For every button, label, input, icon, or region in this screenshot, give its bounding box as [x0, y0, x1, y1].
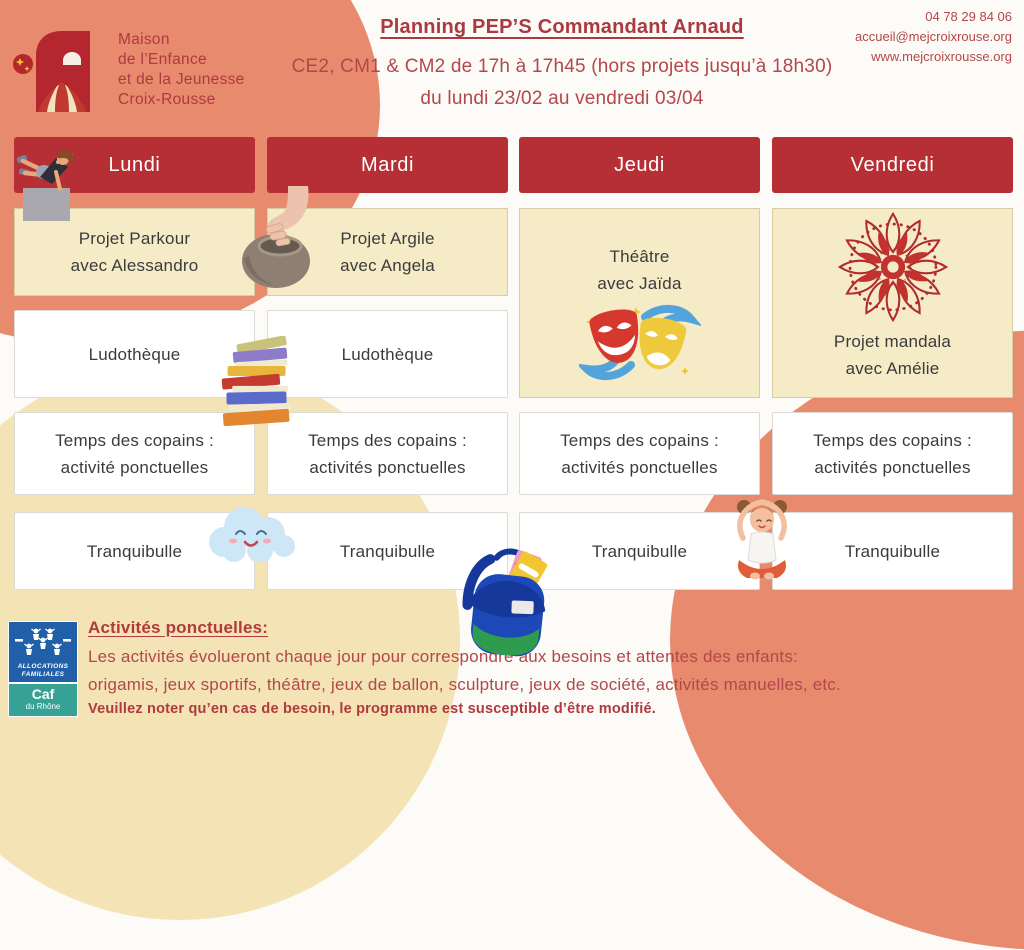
clay-pottery-icon — [236, 186, 322, 297]
cell-mardi-temps-des-copains: Temps des copains : activités ponctuelle… — [267, 412, 508, 495]
caf-logo: ALLOCATIONS FAMILIALES Caf du Rhône — [8, 621, 78, 717]
cell-text: Ludothèque — [88, 344, 181, 364]
cell-jeudi-temps-des-copains: Temps des copains : activités ponctuelle… — [519, 412, 760, 495]
footer-activities-block: Activités ponctuelles: Les activités évo… — [88, 618, 928, 717]
cell-jeudi-theatre: Théâtre avec Jaïda — [519, 208, 760, 398]
caf-allocations-label: ALLOCATIONS — [17, 663, 69, 670]
mej-logo-line2: de l’Enfance — [118, 51, 207, 68]
contact-phone: 04 78 29 84 06 — [925, 9, 1012, 24]
caf-logo-blue-panel: ALLOCATIONS FAMILIALES — [9, 622, 77, 684]
contact-block: 04 78 29 84 06 accueil@mejcroixrouse.org… — [855, 7, 1012, 67]
day-label: Jeudi — [614, 153, 665, 176]
cell-mardi-ludotheque: Ludothèque — [267, 310, 508, 398]
yoga-girl-icon — [731, 498, 793, 595]
day-header-mardi: Mardi — [267, 137, 508, 193]
day-header-jeudi: Jeudi — [519, 137, 760, 193]
cell-lundi-ludotheque: Ludothèque — [14, 310, 255, 398]
contact-email: accueil@mejcroixrouse.org — [855, 29, 1012, 44]
cell-mardi-tranquibulle: Tranquibulle — [267, 512, 508, 590]
footer-note: Veuillez noter qu’en cas de besoin, le p… — [88, 701, 656, 717]
contact-website: www.mejcroixrousse.org — [871, 49, 1012, 64]
day-header-vendredi: Vendredi — [772, 137, 1013, 193]
books-stack-icon — [208, 335, 304, 437]
cell-lundi-temps-des-copains: Temps des copains : activité ponctuelles — [14, 412, 255, 495]
cell-jeudi-tranquibulle: Tranquibulle — [519, 512, 760, 590]
sleepy-cloud-icon — [202, 500, 296, 567]
subtitle-dates: du lundi 23/02 au vendredi 03/04 — [420, 88, 704, 109]
cell-vendredi-temps-des-copains: Temps des copains : activités ponctuelle… — [772, 412, 1013, 495]
mej-logo: Maison de l’Enfance et de la Jeunesse Cr… — [12, 24, 245, 123]
caf-name: Caf — [31, 686, 55, 702]
parkour-icon — [16, 146, 78, 229]
mandala-icon — [837, 211, 949, 328]
mej-logo-icon — [12, 24, 108, 123]
cell-text: Temps des copains : activités ponctuelle… — [560, 430, 719, 477]
footer-line1: Les activités évolueront chaque jour pou… — [88, 647, 798, 666]
cell-text: Tranquibulle — [339, 541, 436, 561]
cell-lundi-projet: Projet Parkour avec Alessandro — [14, 208, 255, 296]
cell-vendredi-tranquibulle: Tranquibulle — [772, 512, 1013, 590]
caf-logo-teal-panel: Caf du Rhône — [9, 684, 77, 716]
cell-text: Tranquibulle — [86, 541, 183, 561]
day-label: Lundi — [108, 153, 161, 176]
mej-logo-line4: Croix-Rousse — [118, 91, 216, 108]
cell-text: Temps des copains : activité ponctuelles — [55, 430, 214, 477]
cell-text: Temps des copains : activités ponctuelle… — [813, 430, 972, 477]
cell-vendredi-mandala: Projet mandala avec Amélie — [772, 208, 1013, 398]
page-title: Planning PEP’S Commandant Arnaud — [380, 16, 744, 38]
caf-figures-icon — [15, 628, 71, 655]
backpack-icon — [452, 543, 560, 666]
subtitle-schedule: CE2, CM1 & CM2 de 17h à 17h45 (hors proj… — [291, 56, 833, 77]
cell-text: Projet Parkour avec Alessandro — [70, 229, 199, 275]
theatre-masks-icon — [575, 301, 702, 392]
cell-text: Tranquibulle — [844, 541, 941, 561]
caf-region: du Rhône — [25, 702, 61, 711]
cell-text: Temps des copains : activités ponctuelle… — [308, 430, 467, 477]
cell-text: Théâtre avec Jaïda — [597, 247, 682, 293]
day-label: Vendredi — [850, 153, 935, 176]
footer-line2: origamis, jeux sportifs, théâtre, jeux d… — [88, 674, 841, 694]
footer-heading: Activités ponctuelles: — [88, 618, 269, 637]
cell-text: Ludothèque — [341, 344, 434, 364]
mej-logo-text: Maison de l’Enfance et de la Jeunesse Cr… — [118, 24, 245, 123]
day-label: Mardi — [360, 153, 414, 176]
cell-text: Projet Argile avec Angela — [340, 229, 435, 275]
mej-logo-line1: Maison — [118, 31, 170, 48]
cell-text: Projet mandala avec Amélie — [833, 332, 952, 378]
mej-logo-line3: et de la Jeunesse — [118, 71, 245, 88]
cell-text: Tranquibulle — [591, 541, 688, 561]
caf-familiales-label: FAMILIALES — [21, 671, 65, 678]
